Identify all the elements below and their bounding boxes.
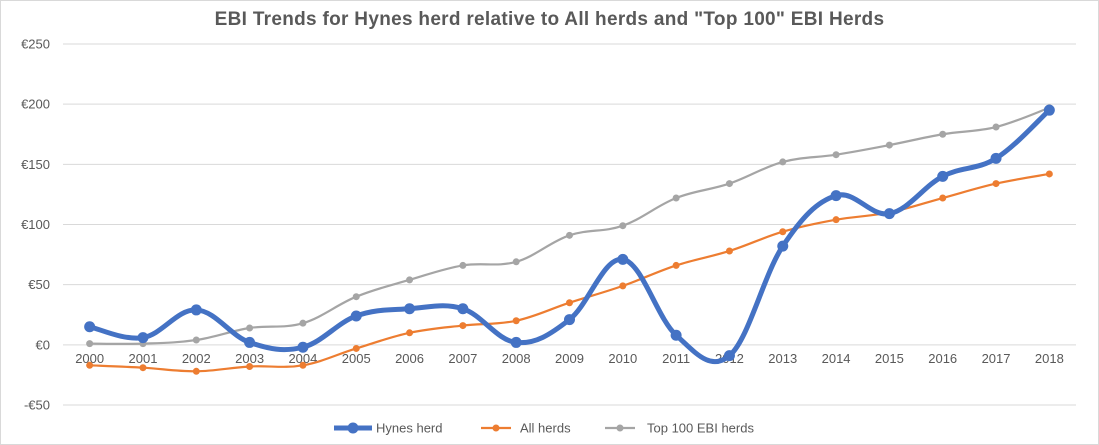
data-point <box>1045 170 1053 178</box>
data-point <box>830 190 842 202</box>
data-point <box>246 324 254 332</box>
data-point <box>992 123 1000 131</box>
data-point <box>139 364 147 372</box>
legend-label: Top 100 EBI herds <box>647 421 754 436</box>
data-point <box>670 329 682 341</box>
data-point <box>512 258 520 266</box>
data-point <box>459 261 467 269</box>
series-top-100-ebi-herds <box>86 104 1053 348</box>
legend-label: All herds <box>520 421 571 436</box>
data-point <box>564 314 575 326</box>
y-tick-label: -€50 <box>24 398 50 413</box>
x-tick-label: 2004 <box>288 351 317 366</box>
data-point <box>619 222 627 230</box>
data-point <box>990 152 1002 164</box>
x-tick-label: 2007 <box>448 351 477 366</box>
y-axis-tick-labels: -€50 €0 €50 €100 €150 €200 €250 <box>21 37 50 413</box>
data-point <box>352 344 360 352</box>
legend: Hynes herd All herds Top 100 EBI herds <box>334 421 754 436</box>
data-point <box>725 247 733 255</box>
y-tick-label: €0 <box>36 337 50 352</box>
legend-swatch-marker <box>347 422 359 434</box>
x-tick-label: 2003 <box>235 351 264 366</box>
data-point <box>937 170 949 182</box>
data-point <box>777 240 789 252</box>
series-hynes-herd <box>84 104 1055 365</box>
legend-swatch-marker <box>492 424 500 432</box>
data-point <box>244 336 256 348</box>
data-point <box>86 361 94 369</box>
x-tick-label: 2015 <box>875 351 904 366</box>
y-tick-label: €200 <box>21 97 50 112</box>
data-point <box>883 208 895 220</box>
chart-title: EBI Trends for Hynes herd relative to Al… <box>214 9 885 30</box>
data-point <box>406 276 414 284</box>
data-point <box>672 261 680 269</box>
x-tick-label: 2000 <box>75 351 104 366</box>
data-point <box>939 130 947 138</box>
data-point <box>510 336 522 348</box>
legend-item: Top 100 EBI herds <box>605 421 754 436</box>
x-tick-label: 2013 <box>768 351 797 366</box>
series-all-herds <box>86 170 1053 375</box>
legend-item: All herds <box>481 421 571 436</box>
data-point <box>723 350 735 362</box>
x-tick-label: 2014 <box>822 351 851 366</box>
x-tick-label: 2002 <box>182 351 211 366</box>
data-point <box>1043 104 1055 116</box>
data-point <box>512 317 520 325</box>
data-point <box>617 253 629 265</box>
data-point <box>725 180 733 188</box>
data-point <box>992 180 1000 188</box>
y-tick-label: €150 <box>21 157 50 172</box>
data-point <box>350 310 362 322</box>
x-tick-label: 2005 <box>342 351 371 366</box>
data-point <box>297 341 309 353</box>
y-tick-label: €100 <box>21 217 50 232</box>
x-tick-label: 2016 <box>928 351 957 366</box>
data-point <box>84 321 96 333</box>
data-point <box>299 361 307 369</box>
legend-item: Hynes herd <box>334 421 442 436</box>
x-tick-label: 2018 <box>1035 351 1064 366</box>
series-line <box>88 106 1051 346</box>
data-point <box>832 216 840 224</box>
data-point <box>406 329 414 337</box>
data-point <box>192 336 200 344</box>
data-point <box>566 231 573 239</box>
x-tick-label: 2009 <box>555 351 584 366</box>
data-point <box>192 367 200 375</box>
x-tick-label: 2001 <box>129 351 158 366</box>
data-point <box>779 158 787 166</box>
y-tick-label: €50 <box>28 277 50 292</box>
data-point <box>137 332 149 344</box>
y-tick-label: €250 <box>21 37 50 52</box>
data-point <box>459 322 467 330</box>
legend-label: Hynes herd <box>376 421 442 436</box>
gridlines <box>63 43 1076 406</box>
data-point <box>566 299 573 307</box>
data-point <box>246 362 254 370</box>
x-tick-label: 2011 <box>662 351 690 366</box>
legend-swatch-marker <box>616 424 624 432</box>
data-point <box>672 194 680 202</box>
data-point <box>619 282 627 290</box>
x-tick-label: 2010 <box>608 351 637 366</box>
series-lines <box>84 104 1055 375</box>
data-point <box>190 304 202 316</box>
data-point <box>939 194 947 202</box>
x-tick-label: 2008 <box>502 351 531 366</box>
x-tick-label: 2017 <box>982 351 1011 366</box>
x-axis-tick-labels: 2000 2001 2002 2003 2004 2005 2006 2007 2008 2009… <box>75 351 1064 366</box>
data-point <box>404 303 416 315</box>
data-point <box>779 228 787 236</box>
x-tick-label: 2006 <box>395 351 424 366</box>
data-point <box>299 319 307 327</box>
data-point <box>457 303 469 315</box>
data-point <box>885 141 893 149</box>
data-point <box>352 293 360 301</box>
data-point <box>832 151 840 159</box>
data-point <box>86 340 94 348</box>
